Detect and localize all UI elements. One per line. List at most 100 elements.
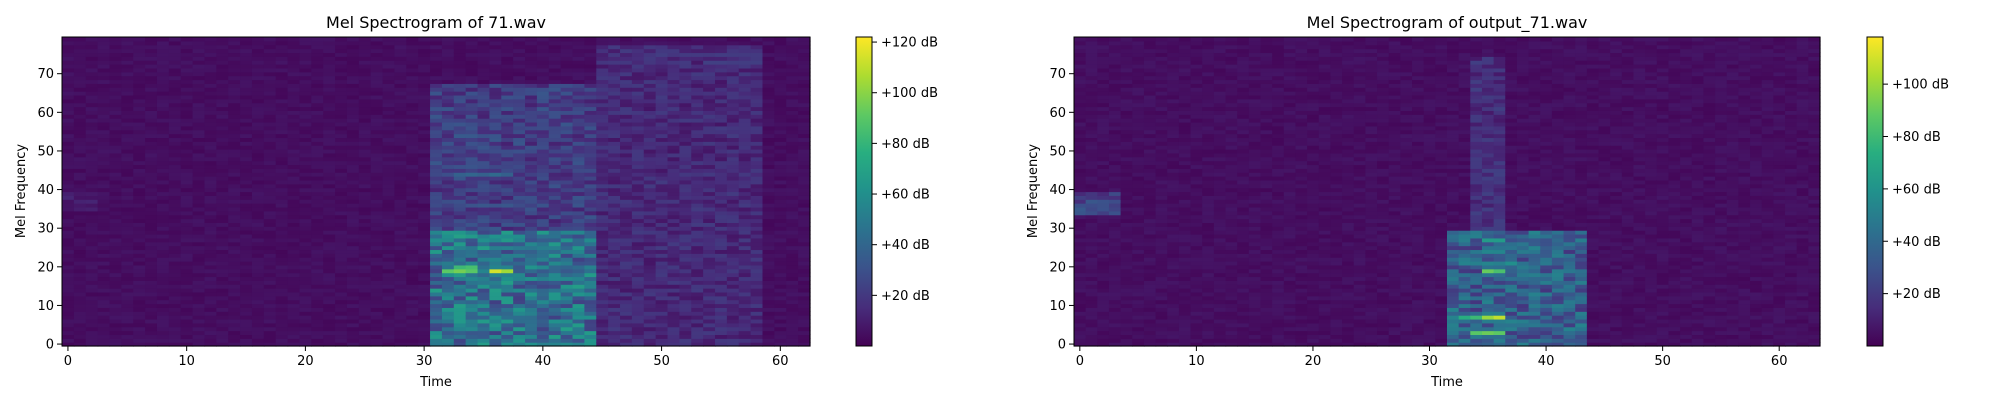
heatmap-cell [667,145,680,150]
heatmap-cell [786,253,799,258]
heatmap-cell [501,106,514,111]
heatmap-cell [62,48,75,54]
heatmap-cell [358,145,372,150]
heatmap-cell [715,37,728,42]
heatmap-cell [133,303,146,308]
heatmap-cell [204,102,217,108]
heatmap-cell [584,210,597,216]
heatmap-cell [631,187,645,193]
heatmap-cell [358,214,372,220]
heatmap-cell [299,203,312,208]
heatmap-cell [726,145,740,150]
heatmap-cell [73,48,87,54]
heatmap-cell [263,79,277,84]
heatmap-cell [679,91,692,96]
heatmap-cell [156,121,170,127]
heatmap-cell [489,226,502,231]
heatmap-cell [240,311,253,316]
heatmap-cell [418,60,431,65]
heatmap-cell [453,322,467,328]
heatmap-cell [156,125,170,131]
heatmap-cell [703,257,716,262]
heatmap-cell [406,40,419,46]
heatmap-cell [430,295,443,301]
heatmap-cell [762,176,775,181]
heatmap-cell [453,187,467,193]
heatmap-cell [667,295,680,301]
heatmap-cell [370,67,384,73]
heatmap-cell [418,44,431,50]
heatmap-cell [643,176,657,181]
heatmap-cell [667,307,680,312]
heatmap-cell [145,87,158,92]
heatmap-cell [762,121,775,127]
heatmap-cell [335,48,348,54]
heatmap-cell [204,118,217,123]
heatmap-cell [679,160,692,166]
heatmap-cell [525,322,538,328]
heatmap-cell [738,218,752,223]
heatmap-cell [750,195,764,200]
heatmap-cell [133,195,146,200]
heatmap-cell [750,40,764,46]
heatmap-cell [406,268,419,274]
heatmap-cell [85,187,99,193]
heatmap-cell [489,183,502,189]
heatmap-cell [608,276,621,281]
heatmap-cell [204,241,217,247]
heatmap-cell [97,318,111,324]
heatmap-cell [453,288,467,293]
heatmap-cell [513,191,526,196]
heatmap-cell [703,222,716,227]
heatmap-cell [548,164,562,169]
heatmap-cell [311,121,324,127]
heatmap-cell [643,284,657,289]
heatmap-cell [73,257,87,262]
heatmap-cell [85,87,99,92]
heatmap-cell [631,98,645,104]
heatmap-cell [465,295,479,301]
heatmap-cell [762,156,775,162]
heatmap-cell [489,164,502,169]
heatmap-cell [441,102,455,108]
heatmap-cell [560,268,574,274]
heatmap-cell [691,164,704,169]
heatmap-cell [430,330,443,336]
heatmap-cell [608,295,621,301]
heatmap-cell [335,318,348,324]
heatmap-cell [145,288,158,293]
heatmap-cell [156,214,170,220]
heatmap-cell [501,176,514,181]
heatmap-cell [358,160,372,166]
heatmap-cell [299,326,312,332]
heatmap-cell [762,141,775,146]
heatmap-cell [584,191,597,196]
heatmap-cell [548,203,562,208]
heatmap-cell [109,226,122,231]
heatmap-cell [489,276,502,281]
heatmap-cell [156,303,170,308]
heatmap-cell [453,203,467,208]
heatmap-cell [643,291,657,297]
heatmap-cell [738,303,752,308]
heatmap-cell [691,295,704,301]
heatmap-cell [145,322,158,328]
heatmap-cell [726,295,740,301]
heatmap-cell [109,64,122,69]
heatmap-cell [180,249,194,254]
heatmap-cell [323,191,336,196]
heatmap-cell [311,52,324,57]
heatmap-cell [216,272,229,278]
heatmap-cell [168,40,182,46]
heatmap-cell [287,315,301,320]
heatmap-cell [358,179,372,185]
heatmap-cell [251,303,265,308]
heatmap-cell [536,94,550,100]
heatmap-cell [109,233,122,239]
heatmap-cell [596,141,609,146]
heatmap-cell [370,230,384,235]
heatmap-cell [335,195,348,200]
heatmap-cell [323,129,336,135]
heatmap-cell [441,87,455,92]
heatmap-cell [715,241,728,247]
